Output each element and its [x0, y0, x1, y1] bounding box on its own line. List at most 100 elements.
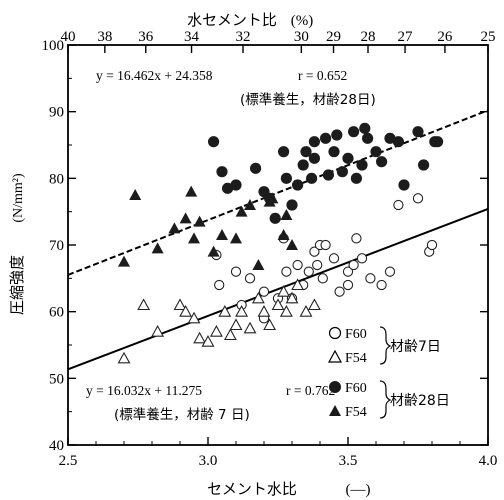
point-f60-28d — [376, 156, 388, 168]
point-f60-28d — [250, 162, 262, 174]
point-f54-7d — [235, 305, 249, 317]
point-f60-28d — [328, 146, 340, 158]
point-f54-7d — [279, 305, 293, 317]
point-f60-28d — [392, 136, 404, 148]
point-f60-28d — [348, 126, 360, 138]
point-f54-7d — [209, 325, 223, 337]
point-f60-7d — [426, 239, 438, 251]
point-f54-28d — [244, 199, 256, 210]
point-f60-28d — [286, 199, 298, 211]
point-f60-28d — [278, 146, 290, 158]
point-f54-7d — [291, 278, 305, 291]
point-f60-28d — [356, 159, 368, 171]
point-f54-7d — [299, 305, 313, 317]
fit-28d-note: (標準養生，材齢28日) — [240, 91, 376, 108]
point-f54-7d — [151, 325, 165, 337]
point-f60-7d — [384, 266, 396, 277]
point-f60-7d — [328, 253, 340, 264]
point-f60-7d — [292, 259, 303, 271]
point-f60-28d — [331, 129, 343, 141]
top-tick-label: 32 — [236, 29, 251, 45]
point-f60-7d — [312, 259, 323, 271]
point-f54-7d — [201, 335, 215, 347]
x-tick-label: 4.0 — [479, 453, 498, 469]
y-tick-label: 50 — [49, 371, 64, 387]
legend-brace-28d — [379, 380, 392, 419]
top-tick-label: 29 — [326, 29, 341, 45]
point-f54-28d — [193, 215, 206, 227]
point-f54-7d — [285, 291, 299, 304]
top-tick-label: 26 — [437, 29, 453, 45]
point-f54-28d — [185, 185, 198, 197]
point-f54-7d — [187, 311, 201, 324]
top-tick-label: 38 — [97, 29, 112, 45]
fit-7d-equation: y = 16.032x + 11.275 — [86, 383, 202, 398]
point-f60-28d — [297, 159, 309, 171]
y-axis-unit: (N/mm²) — [11, 173, 26, 223]
point-f54-28d — [252, 259, 265, 270]
point-f54-7d — [117, 351, 131, 364]
point-f60-7d — [244, 273, 256, 284]
fit-28d-equation: y = 16.462x + 24.358 — [96, 68, 213, 83]
point-f60-7d — [412, 193, 424, 204]
point-f60-7d — [356, 253, 368, 264]
point-f54-7d — [251, 291, 265, 304]
fit-line-0 — [67, 109, 489, 276]
legend-group-28d: 材齢28日 — [390, 393, 450, 409]
point-f60-7d — [342, 266, 354, 277]
point-f60-28d — [269, 212, 281, 224]
point-f60-28d — [384, 132, 396, 144]
point-f60-28d — [362, 132, 374, 144]
point-f60-28d — [342, 152, 354, 164]
point-f54-28d — [207, 245, 220, 257]
x-tick-label: 3.5 — [339, 453, 358, 469]
point-f60-7d — [348, 259, 359, 271]
point-f54-28d — [129, 189, 142, 200]
point-f54-7d — [271, 298, 285, 311]
point-f60-7d — [320, 239, 331, 251]
point-f60-7d — [309, 246, 320, 257]
y-tick-label: 100 — [42, 38, 65, 54]
top-tick-label: 30 — [294, 29, 309, 45]
point-f54-28d — [118, 255, 130, 267]
y-tick-label: 40 — [49, 438, 64, 454]
point-f60-28d — [300, 146, 312, 158]
point-f54-28d — [230, 232, 242, 244]
fit-28d-r: r = 0.652 — [298, 68, 347, 83]
point-f60-28d — [292, 179, 304, 191]
point-f60-28d — [320, 132, 332, 144]
point-f60-28d — [370, 146, 382, 158]
point-f54-7d — [173, 298, 187, 311]
point-f60-28d — [308, 136, 320, 148]
point-f60-7d — [334, 286, 345, 297]
legend-filled-circle-icon — [329, 381, 341, 393]
x-axis-unit: (—) — [346, 482, 371, 498]
point-f54-7d — [243, 321, 257, 334]
point-f60-7d — [393, 199, 404, 211]
point-f54-28d — [168, 222, 181, 234]
point-f54-7d — [218, 305, 232, 317]
point-f54-28d — [188, 232, 200, 244]
x-axis-title: セメント水比 — [207, 480, 297, 498]
top-tick-label: 40 — [61, 29, 76, 45]
legend-brace-7d — [379, 326, 392, 365]
point-f60-28d — [336, 166, 348, 178]
fit-line-1 — [67, 208, 489, 371]
fit-7d-note: (標準養生，材齢 7 日) — [114, 406, 250, 423]
point-f60-7d — [281, 266, 292, 277]
top-axis-unit: (%) — [291, 13, 314, 29]
top-tick-label: 34 — [184, 29, 200, 45]
point-f60-7d — [230, 266, 242, 277]
legend-entry-f54-7d: F54 — [345, 351, 367, 366]
legend-open-circle-icon — [328, 326, 342, 340]
point-f60-7d — [317, 273, 328, 284]
point-f60-7d — [258, 286, 270, 297]
point-f60-28d — [350, 172, 362, 184]
point-f60-28d — [280, 172, 292, 184]
point-f60-28d — [230, 179, 242, 191]
y-tick-label: 70 — [49, 238, 64, 254]
top-tick-label: 27 — [398, 29, 414, 45]
